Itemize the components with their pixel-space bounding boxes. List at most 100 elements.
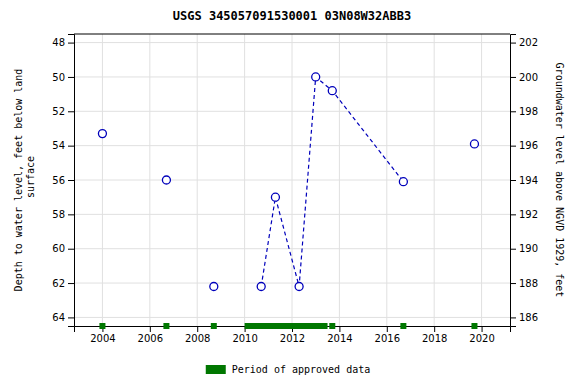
y2-axis: 202 200 198 196 194 192 190 188 186 [510,35,538,327]
axis-label-line: Groundwater level above NGVD 1929, feet [554,63,565,298]
axis-domain [75,327,511,333]
grid-line [74,111,510,112]
point [257,282,265,290]
tick: 2016 [375,326,400,344]
tick: 54 [52,140,74,151]
tick: 202 [510,37,538,48]
axis-domain [511,35,517,327]
tick-label: 198 [519,106,538,117]
title: USGS 345057091530001 03N08W32ABB3 [173,9,411,23]
tick: 198 [510,106,538,117]
tick-label: 2016 [375,333,400,344]
series [98,130,478,291]
tick-label: 2006 [138,333,163,344]
tick: 2008 [185,326,210,344]
chart: 2004200620082010201220142016201820204850… [0,0,576,384]
tick-label: 58 [52,209,65,220]
tick-mark [510,43,516,44]
grid [74,34,510,326]
tick-mark [510,111,516,112]
tick-mark [387,326,388,332]
tick: 62 [52,278,74,289]
tick: 64 [52,312,74,323]
tick: 192 [510,209,538,220]
tick-label: 196 [519,140,538,151]
tick-label: 2008 [185,333,210,344]
y-axis: 48 50 52 54 56 58 60 62 64 [52,35,74,327]
tick-label: 60 [52,243,65,254]
point [99,323,105,329]
point [163,323,169,329]
point [210,282,218,290]
period-bar [245,323,328,329]
tick: 188 [510,278,538,289]
tick: 190 [510,243,538,254]
tick: 186 [510,312,538,323]
grid-line [74,248,510,249]
tick-mark [510,180,516,181]
tick-label: 186 [519,312,538,323]
tick-mark [68,77,74,78]
tick-label: 2010 [232,333,257,344]
grid-line [74,76,510,77]
tick-mark [68,146,74,147]
tick-label: 2004 [90,333,115,344]
tick-label: 192 [519,209,538,220]
point [295,282,303,290]
tick-mark [68,214,74,215]
tick: 196 [510,140,538,151]
tick: 2006 [138,326,163,344]
tick-label: 194 [519,175,538,186]
series [99,323,477,329]
tick: 50 [52,72,74,83]
tick: 200 [510,72,538,83]
tick-mark [68,317,74,318]
point [329,323,335,329]
axis-label-line: Depth to water level, feet below land [13,69,24,292]
tick: 58 [52,209,74,220]
tick: 52 [52,106,74,117]
tick-label: 2012 [280,333,305,344]
point [328,87,336,95]
tick-label: 50 [52,72,65,83]
point [312,73,320,81]
tick: 2018 [422,326,447,344]
point [211,323,217,329]
tick: 194 [510,175,538,186]
grid-line [74,283,510,284]
tick-label: 62 [52,278,65,289]
tick-mark [68,111,74,112]
legend-swatch [206,365,226,374]
grid-line [74,145,510,146]
frame-top [74,34,510,35]
tick: 56 [52,175,74,186]
tick-label: 200 [519,72,538,83]
legend-label: Period of approved data [232,364,370,375]
axis-label: Depth to water level, feet below land su… [13,69,36,292]
tick: 60 [52,243,74,254]
tick-label: 202 [519,37,538,48]
axis-domain [68,35,75,327]
tick-label: 52 [52,106,65,117]
axis-label: Groundwater level above NGVD 1929, feet [554,63,565,298]
tick-label: 188 [519,278,538,289]
grid-line [74,180,510,181]
plot-area: 2004200620082010201220142016201820204850… [52,34,538,344]
tick-mark [434,326,435,332]
point [271,193,279,201]
legend: Period of approved data [206,364,370,375]
tick-label: 64 [52,312,65,323]
tick-mark [510,77,516,78]
tick-mark [510,146,516,147]
tick-label: 2018 [422,333,447,344]
tick-mark [510,214,516,215]
point [162,176,170,184]
tick-mark [482,326,483,332]
tick-label: 2014 [327,333,352,344]
point [399,178,407,186]
grid-line [74,42,510,43]
x-axis: 200420062008201020122014201620182020 [75,326,511,344]
series [245,326,328,327]
tick-label: 48 [52,37,65,48]
grid-line [74,317,510,318]
